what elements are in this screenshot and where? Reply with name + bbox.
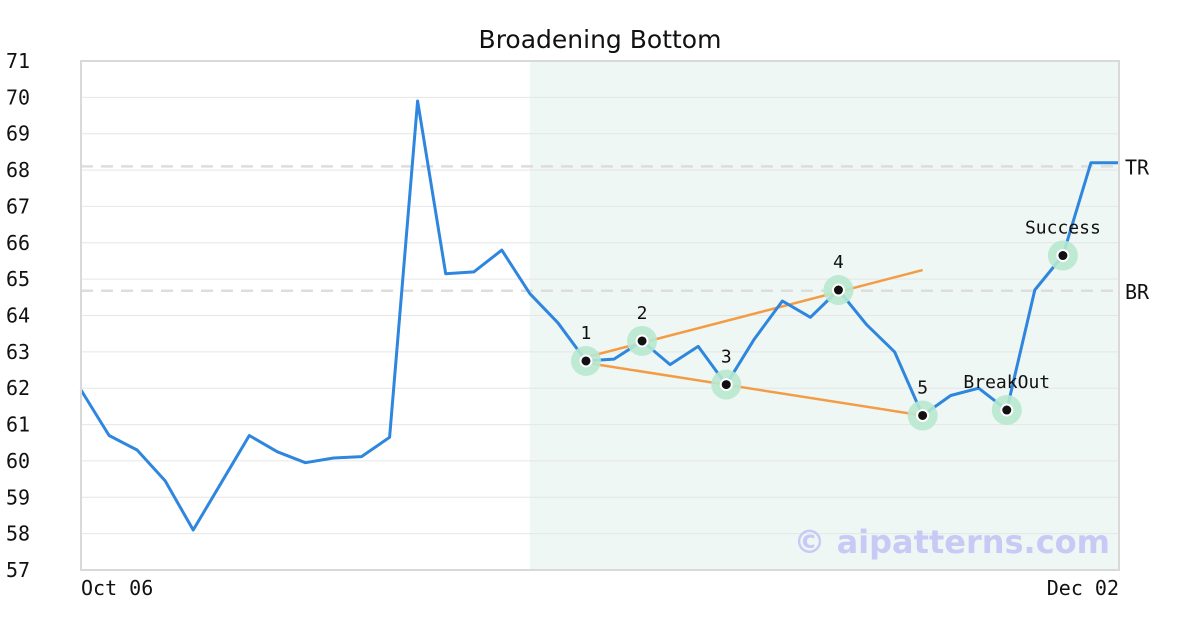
axes-layer: 57 58 59 60 61 62 63 64 65 66 67 68 69 70 71 Oct 06 Dec … (6, 49, 1120, 600)
y-tick-label: 65 (6, 267, 30, 291)
point-2-marker (635, 334, 649, 348)
y-tick-label: 71 (6, 49, 30, 73)
point-5-marker (916, 408, 930, 422)
watermark-text: © aipatterns.com (793, 523, 1110, 561)
x-tick-label-start: Oct 06 (81, 576, 153, 600)
point-3-label: 3 (721, 347, 732, 368)
pattern-points-layer: 1 2 3 4 5 BreakOut Success (570, 218, 1101, 431)
point-4-marker (831, 283, 845, 297)
lower-trendline (585, 361, 923, 417)
chart-title: Broadening Bottom (479, 25, 722, 54)
point-3-marker (719, 378, 733, 392)
y-tick-label: 60 (6, 449, 30, 473)
y-tick-label: 61 (6, 413, 30, 437)
y-tick-label: 68 (6, 158, 30, 182)
point-1-marker (579, 354, 593, 368)
y-tick-label: 63 (6, 340, 30, 364)
reference-lines-layer: TR BR (81, 155, 1150, 304)
y-tick-label: 62 (6, 376, 30, 400)
point-5-label: 5 (917, 377, 928, 398)
y-tick-label: 70 (6, 85, 30, 109)
plot-frame (80, 60, 1120, 571)
y-tick-label: 69 (6, 122, 30, 146)
point-success-marker (1056, 249, 1070, 263)
y-tick-label: 66 (6, 231, 30, 255)
y-tick-label: 57 (6, 558, 30, 582)
reference-label-br: BR (1125, 280, 1150, 304)
y-tick-label: 58 (6, 522, 30, 546)
point-breakout-marker (1000, 403, 1014, 417)
y-tick-label: 64 (6, 304, 30, 328)
y-tick-label: 59 (6, 485, 30, 509)
y-tick-label: 67 (6, 194, 30, 218)
point-4-label: 4 (833, 252, 844, 273)
point-1-label: 1 (581, 323, 592, 344)
reference-label-tr: TR (1125, 155, 1150, 179)
point-2-label: 2 (637, 303, 648, 324)
point-success-label: Success (1025, 218, 1101, 239)
point-breakout-label: BreakOut (963, 372, 1050, 393)
x-tick-label-end: Dec 02 (1047, 576, 1119, 600)
